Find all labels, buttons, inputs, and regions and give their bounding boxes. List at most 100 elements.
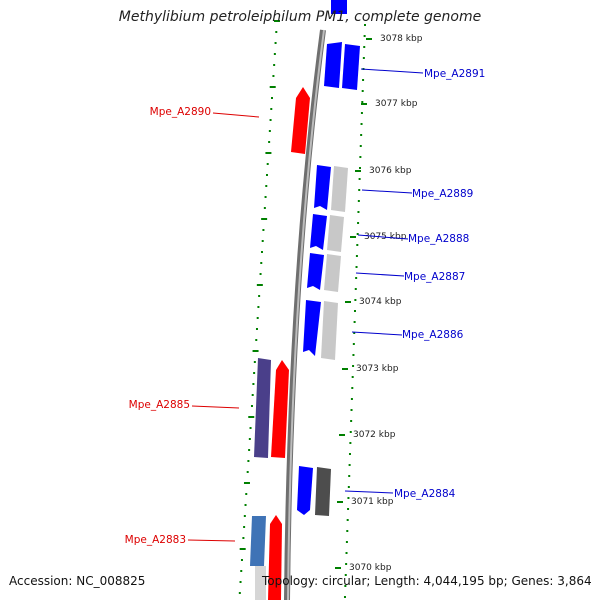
outer-tick bbox=[266, 163, 269, 165]
outer-tick bbox=[243, 526, 246, 528]
gene-label-right[interactable]: Mpe_A2889 bbox=[412, 188, 473, 200]
inner-tick bbox=[358, 167, 361, 169]
gene-block-mpe-a2888-a[interactable] bbox=[310, 214, 327, 250]
outer-tick bbox=[253, 361, 256, 363]
backbone-highlight bbox=[287, 29, 325, 601]
outer-tick bbox=[259, 273, 262, 275]
outer-tick bbox=[256, 284, 263, 286]
gene-label-right[interactable]: Mpe_A2886 bbox=[402, 329, 464, 341]
gene-block-mpe-a2891-a[interactable] bbox=[324, 42, 342, 88]
scale-major-tick bbox=[342, 368, 348, 370]
gene-label-right[interactable]: Mpe_A2891 bbox=[424, 68, 485, 80]
gene-top-partial[interactable] bbox=[331, 0, 347, 14]
inner-tick bbox=[355, 277, 358, 279]
outer-tick bbox=[263, 207, 266, 209]
scale-major-tick bbox=[339, 434, 345, 436]
gene-label-right[interactable]: Mpe_A2887 bbox=[404, 271, 465, 283]
gene-block-mpe-a2888-b[interactable] bbox=[327, 215, 344, 252]
outer-tick bbox=[253, 372, 256, 374]
scale-label: 3078 kbp bbox=[380, 34, 423, 44]
scale-major-tick bbox=[337, 501, 343, 503]
outer-tick bbox=[248, 438, 251, 440]
inner-tick bbox=[354, 288, 357, 290]
outer-tick bbox=[265, 185, 268, 187]
scale-major-tick bbox=[361, 103, 367, 105]
gene-label-right[interactable]: Mpe_A2884 bbox=[394, 488, 456, 500]
scale-label: 3072 kbp bbox=[353, 430, 396, 440]
gene-block-mpe-a2891-b[interactable] bbox=[342, 44, 360, 90]
inner-tick bbox=[346, 530, 349, 532]
outer-tick bbox=[274, 42, 277, 44]
genome-title: Methylibium petroleiphilum PM1, complete… bbox=[118, 9, 482, 25]
outer-tick bbox=[255, 328, 258, 330]
gene-block-mpe-a2883-a[interactable] bbox=[250, 516, 266, 566]
outer-tick bbox=[248, 449, 251, 451]
outer-tick bbox=[246, 471, 249, 473]
inner-tick bbox=[345, 563, 348, 565]
scale-major-tick bbox=[335, 567, 341, 569]
gene-block-mpe-a2889-a[interactable] bbox=[314, 165, 331, 210]
gene-label-left[interactable]: Mpe_A2885 bbox=[129, 399, 190, 411]
outer-tick bbox=[248, 416, 255, 418]
gene-block-mpe-a2887-b[interactable] bbox=[324, 254, 341, 292]
inner-tick bbox=[357, 200, 360, 202]
outer-tick bbox=[252, 383, 255, 385]
gene-block-mpe-a2886-b[interactable] bbox=[321, 301, 338, 360]
inner-tick bbox=[353, 310, 356, 312]
inner-tick bbox=[356, 233, 359, 235]
gene-block-mpe-a2884-b[interactable] bbox=[315, 467, 331, 516]
scale-label: 3077 kbp bbox=[375, 99, 418, 109]
outer-tick bbox=[251, 394, 254, 396]
outer-tick bbox=[260, 251, 263, 253]
scale-major-tick bbox=[350, 236, 356, 238]
outer-tick bbox=[255, 339, 258, 341]
outer-tick bbox=[240, 559, 243, 561]
outer-tick bbox=[269, 119, 272, 121]
outer-tick bbox=[269, 86, 276, 88]
inner-tick bbox=[346, 519, 349, 521]
gene-block-mpe-a2886-a[interactable] bbox=[303, 300, 321, 356]
gene-blocks bbox=[250, 0, 360, 600]
inner-tick bbox=[343, 596, 346, 598]
gene-label-left[interactable]: Mpe_A2890 bbox=[150, 106, 211, 118]
gene-bottom-partial[interactable] bbox=[255, 566, 266, 600]
outer-tick bbox=[243, 482, 250, 484]
outer-tick bbox=[274, 20, 280, 22]
gene-label-left[interactable]: Mpe_A2883 bbox=[125, 534, 186, 546]
outer-tick bbox=[243, 515, 246, 517]
inner-tick bbox=[362, 57, 365, 59]
gene-labels: Mpe_A2891 Mpe_A2889 Mpe_A2888 Mpe_A2887 Mpe_… bbox=[125, 68, 486, 546]
gene-block-mpe-a2889-b[interactable] bbox=[331, 166, 348, 212]
gene-label-right[interactable]: Mpe_A2888 bbox=[408, 233, 469, 245]
gene-block-mpe-a2883-b[interactable] bbox=[268, 515, 282, 600]
leader-line bbox=[361, 189, 413, 194]
inner-tick bbox=[350, 409, 353, 411]
gene-block-mpe-a2884-a[interactable] bbox=[297, 466, 313, 515]
outer-tick bbox=[272, 75, 275, 77]
inner-tick bbox=[358, 178, 361, 180]
outer-tick bbox=[268, 130, 271, 132]
label-leader-lines bbox=[187, 68, 424, 542]
scale-label: 3076 kbp bbox=[369, 166, 412, 176]
gene-block-mpe-a2885-b[interactable] bbox=[271, 360, 289, 458]
inner-tick bbox=[348, 475, 351, 477]
inner-tick bbox=[352, 365, 355, 367]
outer-tick bbox=[270, 108, 273, 110]
leader-line bbox=[344, 490, 394, 494]
scale-label: 3073 kbp bbox=[356, 364, 399, 374]
leader-line bbox=[191, 405, 240, 409]
outer-tick bbox=[265, 174, 268, 176]
outer-tick bbox=[249, 427, 252, 429]
gene-block-mpe-a2887-a[interactable] bbox=[307, 253, 324, 290]
inner-tick bbox=[360, 134, 363, 136]
outer-tick bbox=[252, 350, 259, 352]
gene-block-mpe-a2885-a[interactable] bbox=[254, 358, 271, 458]
inner-tick bbox=[353, 321, 356, 323]
gene-block-mpe-a2890[interactable] bbox=[291, 87, 310, 154]
inner-tick bbox=[361, 90, 364, 92]
outer-tick bbox=[239, 548, 246, 550]
genome-summary-text: Topology: circular; Length: 4,044,195 bp… bbox=[262, 574, 592, 588]
outer-tick bbox=[275, 31, 278, 33]
outer-tick bbox=[261, 240, 264, 242]
